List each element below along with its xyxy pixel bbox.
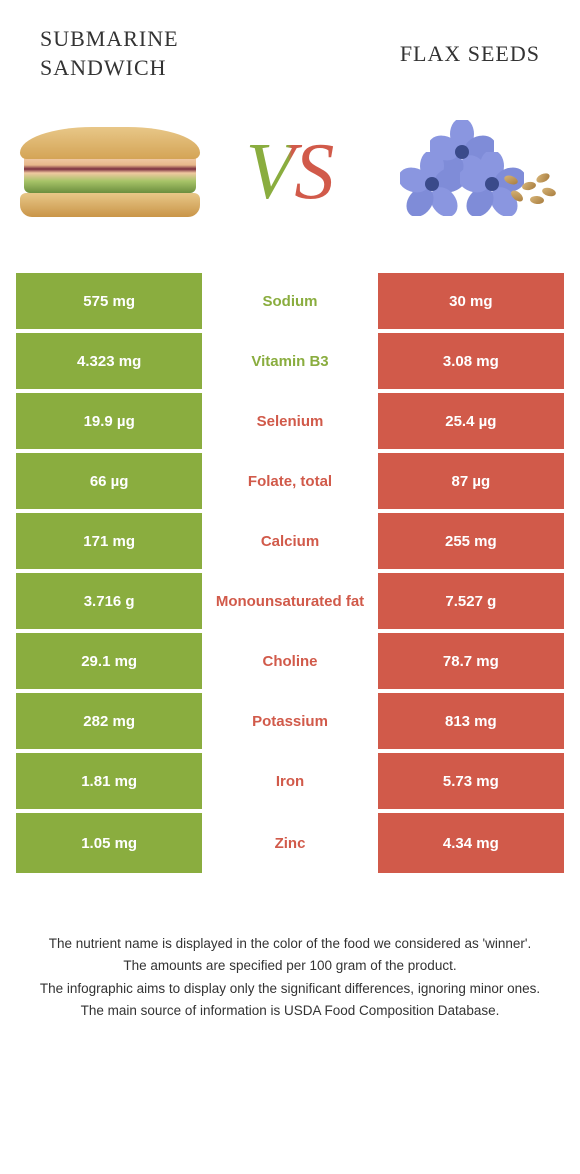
cell-left-value: 4.323 mg <box>16 333 202 389</box>
cell-nutrient-label: Selenium <box>202 393 377 449</box>
cell-nutrient-label: Vitamin B3 <box>202 333 377 389</box>
cell-nutrient-label: Potassium <box>202 693 377 749</box>
cell-nutrient-label: Sodium <box>202 273 377 329</box>
table-row: 19.9 µgSelenium25.4 µg <box>16 393 564 453</box>
seeds-icon <box>500 174 560 214</box>
cell-right-value: 78.7 mg <box>378 633 564 689</box>
sandwich-icon <box>20 127 200 217</box>
cell-right-value: 3.08 mg <box>378 333 564 389</box>
cell-right-value: 30 mg <box>378 273 564 329</box>
cell-right-value: 255 mg <box>378 513 564 569</box>
hero-row: VS <box>0 92 580 272</box>
footer-line: The nutrient name is displayed in the co… <box>25 934 555 954</box>
cell-left-value: 575 mg <box>16 273 202 329</box>
cell-nutrient-label: Choline <box>202 633 377 689</box>
nutrient-table: 575 mgSodium30 mg4.323 mgVitamin B33.08 … <box>15 272 565 874</box>
cell-right-value: 7.527 g <box>378 573 564 629</box>
food-title-left: Submarine sandwich <box>40 25 240 82</box>
food-title-right: Flax Seeds <box>240 41 540 67</box>
footer-line: The main source of information is USDA F… <box>25 1001 555 1021</box>
cell-left-value: 66 µg <box>16 453 202 509</box>
cell-nutrient-label: Folate, total <box>202 453 377 509</box>
titles-row: Submarine sandwich Flax Seeds <box>0 0 580 92</box>
cell-right-value: 25.4 µg <box>378 393 564 449</box>
cell-left-value: 3.716 g <box>16 573 202 629</box>
table-row: 3.716 gMonounsaturated fat7.527 g <box>16 573 564 633</box>
table-row: 282 mgPotassium813 mg <box>16 693 564 753</box>
flax-icon <box>380 112 560 232</box>
cell-nutrient-label: Monounsaturated fat <box>202 573 377 629</box>
table-row: 4.323 mgVitamin B33.08 mg <box>16 333 564 393</box>
table-row: 1.81 mgIron5.73 mg <box>16 753 564 813</box>
footer-notes: The nutrient name is displayed in the co… <box>0 874 580 1143</box>
cell-left-value: 282 mg <box>16 693 202 749</box>
cell-right-value: 813 mg <box>378 693 564 749</box>
food-image-left <box>15 112 205 232</box>
cell-nutrient-label: Iron <box>202 753 377 809</box>
cell-left-value: 1.81 mg <box>16 753 202 809</box>
cell-right-value: 5.73 mg <box>378 753 564 809</box>
cell-left-value: 19.9 µg <box>16 393 202 449</box>
food-image-right <box>375 112 565 232</box>
table-row: 575 mgSodium30 mg <box>16 273 564 333</box>
table-row: 1.05 mgZinc4.34 mg <box>16 813 564 873</box>
table-row: 66 µgFolate, total87 µg <box>16 453 564 513</box>
cell-left-value: 1.05 mg <box>16 813 202 873</box>
cell-right-value: 87 µg <box>378 453 564 509</box>
cell-right-value: 4.34 mg <box>378 813 564 873</box>
vs-label: VS <box>240 127 341 218</box>
cell-nutrient-label: Zinc <box>202 813 377 873</box>
table-row: 29.1 mgCholine78.7 mg <box>16 633 564 693</box>
cell-left-value: 29.1 mg <box>16 633 202 689</box>
table-row: 171 mgCalcium255 mg <box>16 513 564 573</box>
infographic-container: Submarine sandwich Flax Seeds VS <box>0 0 580 1143</box>
footer-line: The infographic aims to display only the… <box>25 979 555 999</box>
cell-left-value: 171 mg <box>16 513 202 569</box>
footer-line: The amounts are specified per 100 gram o… <box>25 956 555 976</box>
cell-nutrient-label: Calcium <box>202 513 377 569</box>
